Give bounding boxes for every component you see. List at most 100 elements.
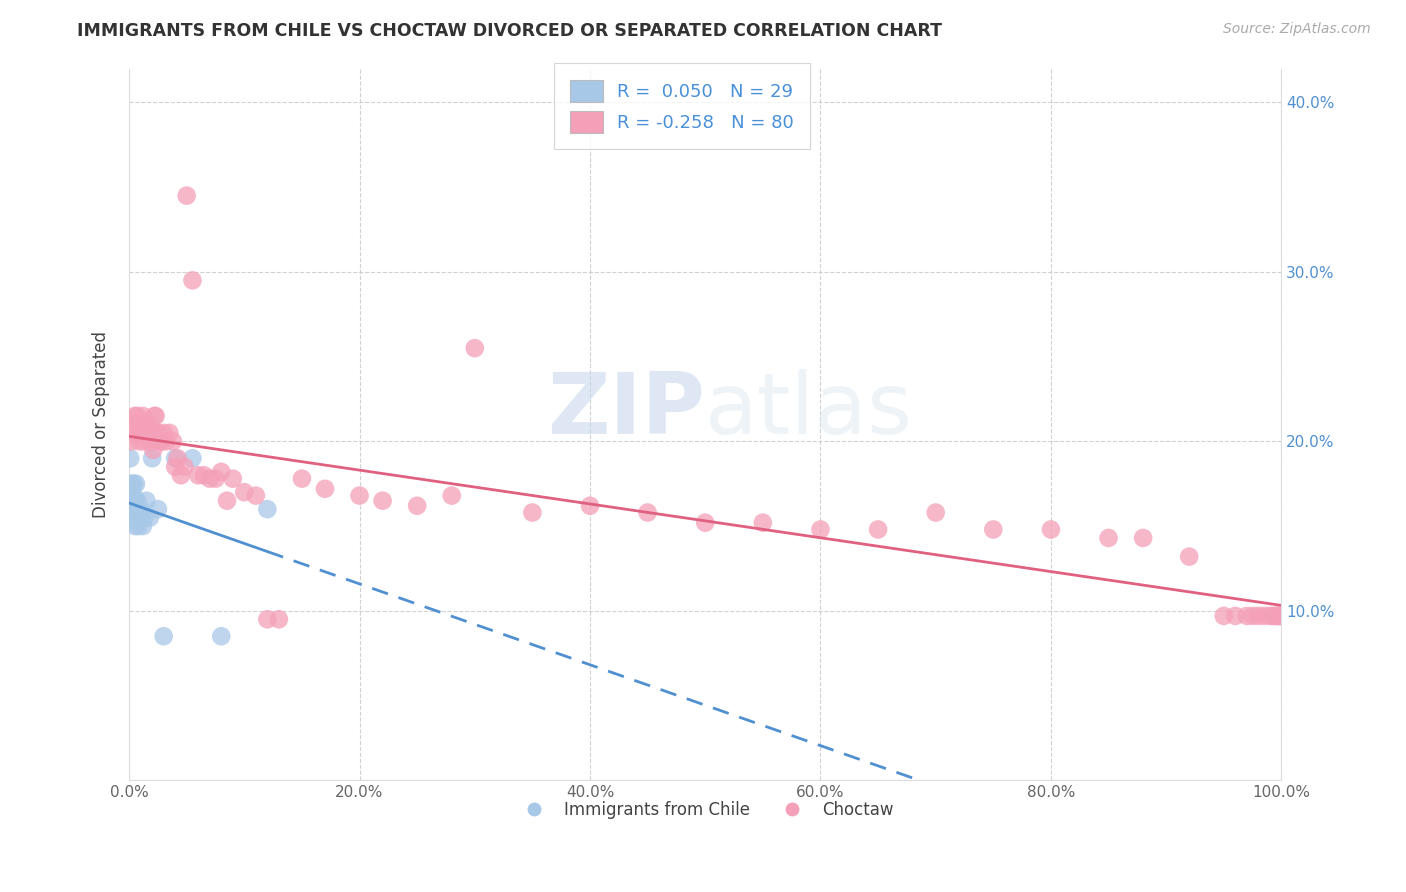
Point: [1253, 608, 1275, 623]
Point: [125, 476, 148, 491]
Point: [124, 519, 146, 533]
Legend: Immigrants from Chile, Choctaw: Immigrants from Chile, Choctaw: [510, 794, 900, 825]
Point: [135, 493, 157, 508]
Point: [810, 523, 832, 537]
Point: [233, 485, 256, 500]
Point: [267, 612, 290, 626]
Point: [138, 425, 160, 440]
Point: [132, 519, 155, 533]
Point: [1212, 608, 1234, 623]
Point: [120, 434, 142, 449]
Point: [209, 465, 232, 479]
Point: [155, 434, 177, 449]
Point: [868, 523, 890, 537]
Point: [132, 409, 155, 423]
Point: [124, 493, 146, 508]
Point: [204, 472, 226, 486]
Text: ZIP: ZIP: [547, 368, 706, 451]
Point: [139, 434, 162, 449]
Point: [181, 273, 204, 287]
Point: [1132, 531, 1154, 545]
Point: [1270, 608, 1292, 623]
Point: [181, 451, 204, 466]
Point: [1265, 608, 1288, 623]
Point: [127, 417, 149, 432]
Point: [981, 523, 1004, 537]
Point: [371, 493, 394, 508]
Point: [165, 451, 187, 466]
Point: [637, 506, 659, 520]
Point: [134, 417, 156, 432]
Point: [124, 409, 146, 423]
Point: [127, 519, 149, 533]
Point: [120, 476, 142, 491]
Point: [187, 468, 209, 483]
Point: [146, 502, 169, 516]
Point: [142, 442, 165, 457]
Point: [165, 459, 187, 474]
Point: [141, 425, 163, 440]
Point: [314, 482, 336, 496]
Point: [131, 425, 153, 440]
Point: [925, 506, 948, 520]
Point: [579, 499, 602, 513]
Point: [166, 451, 188, 466]
Point: [440, 489, 463, 503]
Point: [146, 425, 169, 440]
Point: [256, 502, 278, 516]
Point: [1264, 608, 1286, 623]
Point: [122, 476, 145, 491]
Point: [464, 341, 486, 355]
Point: [125, 425, 148, 440]
Point: [139, 425, 162, 440]
Point: [121, 485, 143, 500]
Point: [131, 510, 153, 524]
Point: [193, 468, 215, 483]
Point: [176, 188, 198, 202]
Point: [752, 516, 775, 530]
Point: [152, 425, 174, 440]
Point: [1261, 608, 1284, 623]
Point: [349, 489, 371, 503]
Point: [1268, 608, 1291, 623]
Y-axis label: Divorced or Separated: Divorced or Separated: [93, 331, 110, 518]
Point: [209, 629, 232, 643]
Point: [1258, 608, 1281, 623]
Point: [120, 451, 142, 466]
Point: [139, 510, 162, 524]
Point: [1039, 523, 1062, 537]
Text: IMMIGRANTS FROM CHILE VS CHOCTAW DIVORCED OR SEPARATED CORRELATION CHART: IMMIGRANTS FROM CHILE VS CHOCTAW DIVORCE…: [77, 22, 942, 40]
Point: [291, 472, 314, 486]
Point: [406, 499, 429, 513]
Point: [145, 425, 167, 440]
Point: [124, 510, 146, 524]
Point: [121, 502, 143, 516]
Point: [145, 409, 167, 423]
Point: [135, 425, 157, 440]
Point: [522, 506, 544, 520]
Point: [152, 629, 174, 643]
Point: [129, 425, 152, 440]
Point: [157, 425, 180, 440]
Point: [1225, 608, 1247, 623]
Text: atlas: atlas: [706, 368, 914, 451]
Point: [256, 612, 278, 626]
Point: [127, 409, 149, 423]
Point: [120, 493, 142, 508]
Point: [150, 434, 173, 449]
Point: [1270, 608, 1292, 623]
Point: [132, 510, 155, 524]
Point: [1247, 608, 1270, 623]
Point: [1178, 549, 1201, 564]
Point: [162, 434, 184, 449]
Point: [1097, 531, 1119, 545]
Point: [1267, 608, 1289, 623]
Point: [1236, 608, 1258, 623]
Point: [198, 472, 221, 486]
Point: [127, 510, 149, 524]
Point: [215, 493, 238, 508]
Point: [128, 510, 150, 524]
Point: [136, 417, 159, 432]
Point: [132, 434, 155, 449]
Point: [127, 493, 149, 508]
